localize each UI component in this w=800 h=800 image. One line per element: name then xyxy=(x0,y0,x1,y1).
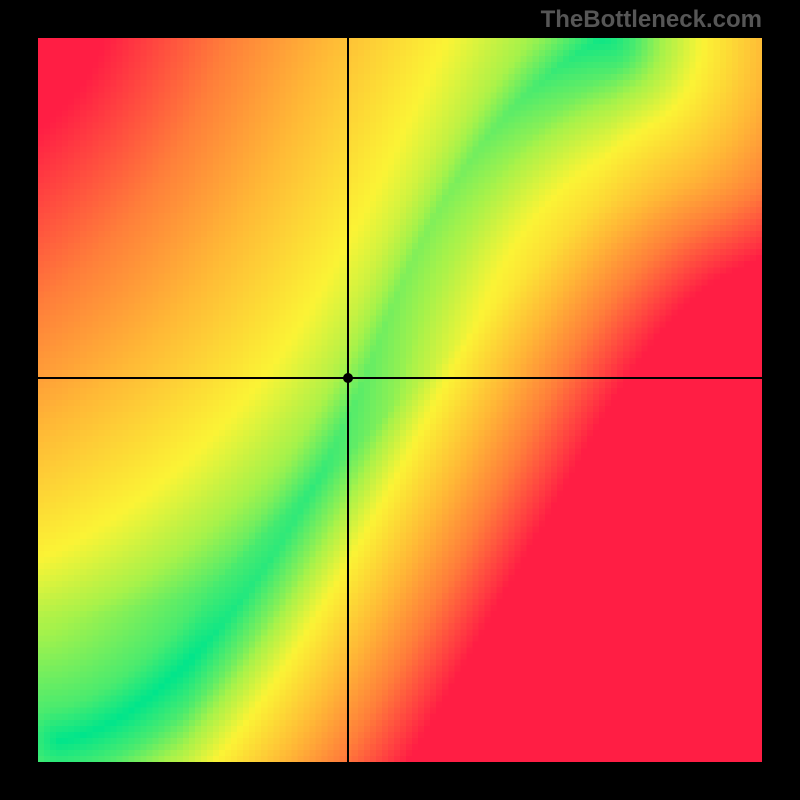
crosshair-vertical xyxy=(347,38,349,762)
watermark-text: TheBottleneck.com xyxy=(541,6,762,34)
data-point-marker xyxy=(343,373,353,383)
crosshair-horizontal xyxy=(38,377,762,379)
bottleneck-heatmap xyxy=(38,38,762,762)
chart-container: TheBottleneck.com xyxy=(0,0,800,800)
